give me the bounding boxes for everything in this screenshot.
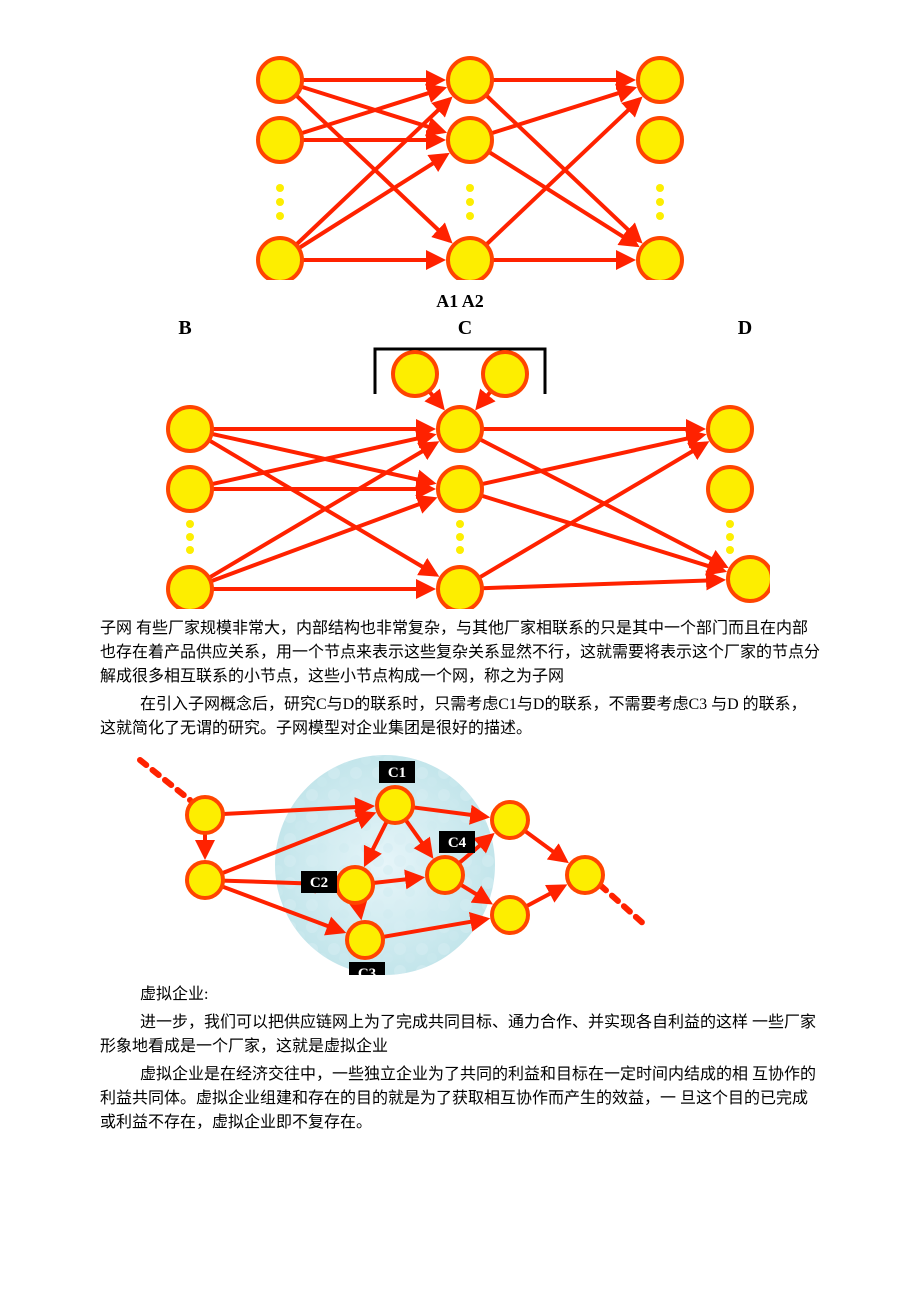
diagram-1 [210, 40, 710, 280]
para-virtual-1: 进一步，我们可以把供应链网上为了完成共同目标、通力合作、并实现各自利益的这样 一… [100, 1011, 820, 1059]
svg-text:D: D [738, 319, 752, 339]
mid-labels: A1 A2 [100, 288, 820, 315]
diagram-3-wrap: C1 C2 C3 C4 [100, 745, 820, 975]
para-virtual-header: 虚拟企业: [100, 983, 820, 1007]
diagram-3: C1 C2 C3 C4 [130, 745, 650, 975]
label-a1: A1 [436, 291, 458, 311]
para-subnet-1: 子网 有些厂家规模非常大，内部结构也非常复杂，与其他厂家相联系的只是其中一个部门… [100, 617, 820, 689]
svg-text:C4: C4 [448, 835, 467, 851]
svg-text:C1: C1 [388, 765, 406, 781]
svg-text:C: C [458, 319, 472, 339]
svg-text:C2: C2 [310, 875, 328, 891]
svg-text:B: B [178, 319, 191, 339]
label-a2: A2 [462, 291, 484, 311]
para-virtual-2: 虚拟企业是在经济交往中，一些独立企业为了共同的利益和目标在一定时间内结成的相 互… [100, 1063, 820, 1135]
diagram-1-wrap [100, 40, 820, 280]
para-subnet-2: 在引入子网概念后，研究C与D的联系时，只需考虑C1与D的联系，不需要考虑C3 与… [100, 693, 820, 741]
page: A1 A2 B C D 子网 有些厂家规模非常大，内部结构也非常复杂，与其他厂家相联… [0, 0, 920, 1199]
svg-text:C3: C3 [358, 966, 376, 975]
diagram-2: B C D [150, 319, 770, 609]
diagram-2-wrap: B C D [100, 319, 820, 609]
